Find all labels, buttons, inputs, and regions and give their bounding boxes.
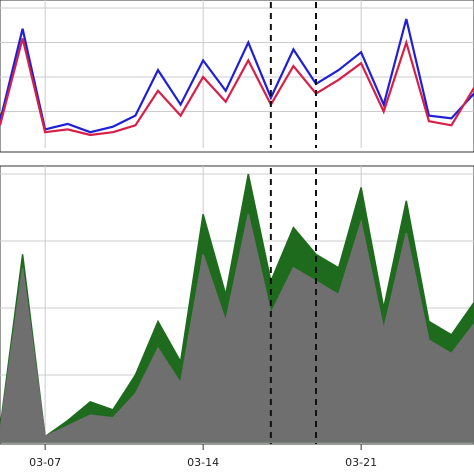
top-vlines (269, 2, 317, 148)
x-tick-label-0: 03-07 (29, 456, 61, 469)
bottom-series (0, 173, 474, 443)
top-grid (0, 0, 474, 148)
series-0-line (0, 18, 474, 134)
bottom-panel (0, 165, 474, 445)
top-panel (0, 0, 474, 153)
top-series (0, 18, 474, 137)
bottom-vlines (269, 168, 317, 444)
x-tick-label-2: 03-21 (345, 456, 377, 469)
x-tick-label-1: 03-14 (187, 456, 219, 469)
x-axis-ticks: 03-07 03-14 03-21 (29, 444, 377, 469)
series-1-area (0, 214, 474, 443)
series-1-line (0, 38, 474, 137)
